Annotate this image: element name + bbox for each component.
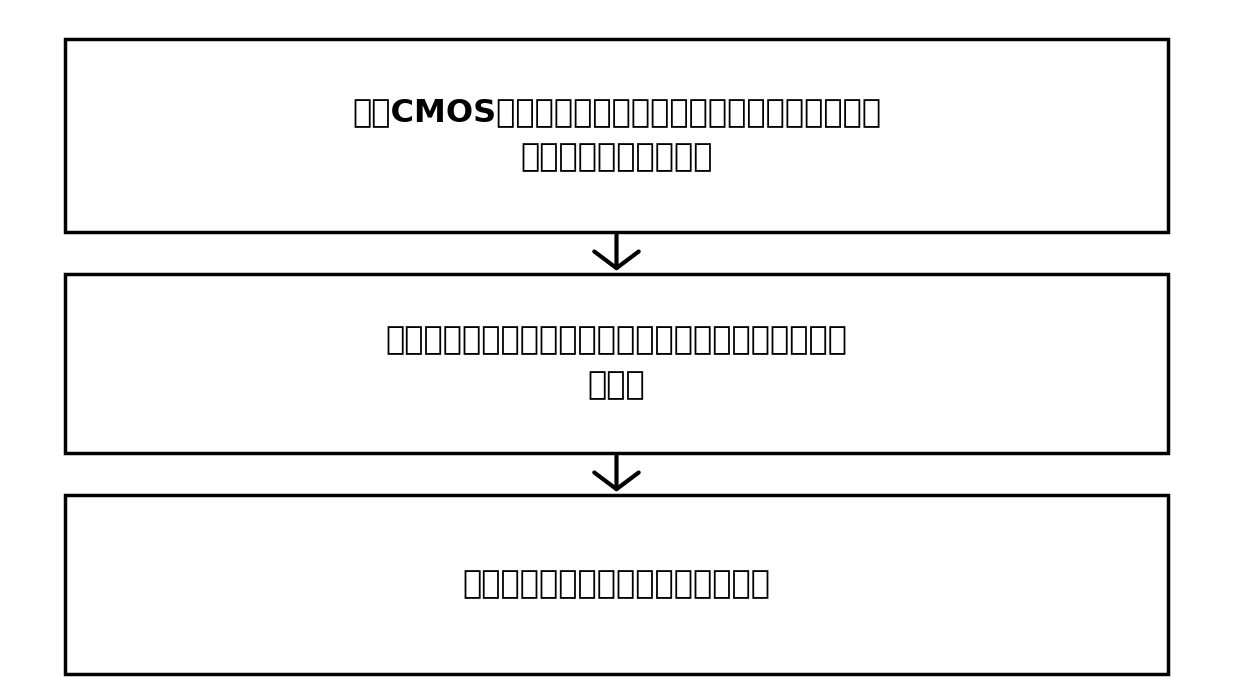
Text: 图形化定义磁性隧道结图案，并且转移图案到磁性隧道
结顶部: 图形化定义磁性隧道结图案，并且转移图案到磁性隧道 结顶部 xyxy=(386,325,847,401)
FancyBboxPatch shape xyxy=(65,494,1168,674)
FancyBboxPatch shape xyxy=(65,273,1168,453)
Text: 氧气气体团簇离子束刻蚀磁性隧道结: 氧气气体团簇离子束刻蚀磁性隧道结 xyxy=(462,569,771,600)
Text: 提供CMOS基底，并在基底上沉积底电极，磁性隧道结多
层膜，顶电极和掩模层: 提供CMOS基底，并在基底上沉积底电极，磁性隧道结多 层膜，顶电极和掩模层 xyxy=(351,97,882,173)
FancyBboxPatch shape xyxy=(65,38,1168,232)
